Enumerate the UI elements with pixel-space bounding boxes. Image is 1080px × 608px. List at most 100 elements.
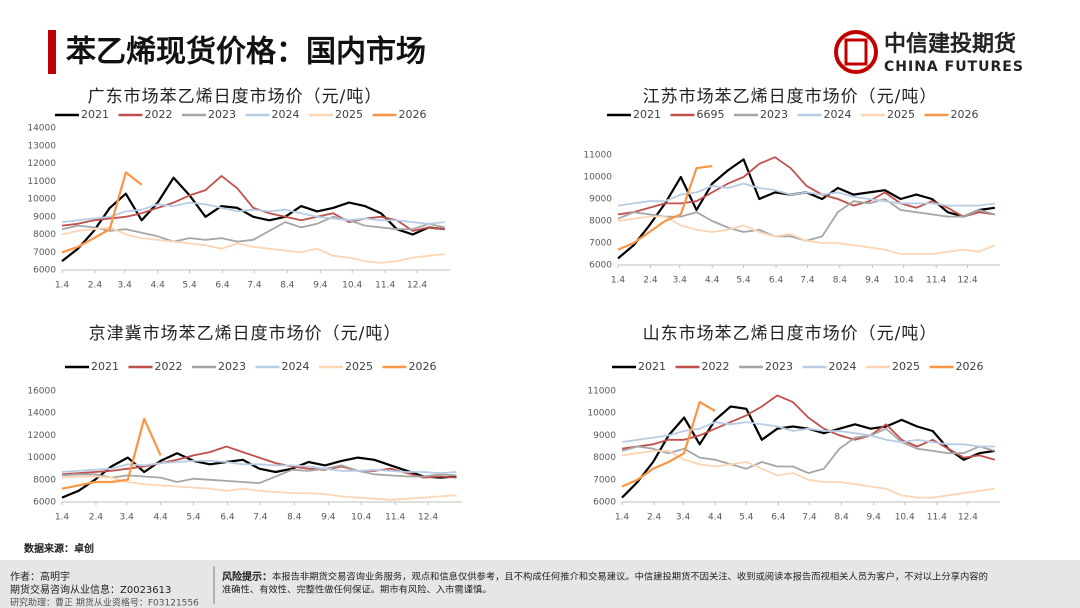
series-line [617, 182, 995, 207]
legend-label: 2021 [81, 108, 109, 121]
author: 作者：高明宇 [10, 570, 70, 583]
series-line [61, 464, 457, 484]
legend-label: 2023 [218, 360, 246, 373]
x-tick-label: 11.4 [927, 513, 947, 523]
x-tick-label: 12.4 [407, 281, 427, 291]
legend-label: 2025 [887, 108, 915, 121]
series-line [61, 171, 143, 254]
y-tick-label: 12000 [27, 431, 56, 441]
legend-label: 2023 [760, 108, 788, 121]
y-tick-label: 10000 [27, 195, 56, 205]
y-tick-label: 13000 [27, 141, 56, 151]
x-tick-label: 9.4 [866, 513, 881, 523]
chart-title: 京津冀市场苯乙烯日度市场价（元/吨） [89, 324, 402, 344]
series-line [61, 175, 445, 232]
chart: 京津冀市场苯乙烯日度市场价（元/吨） 6000 8000 10000 12000 1400… [27, 324, 462, 523]
x-tick-label: 9.4 [321, 513, 336, 523]
x-tick-label: 1.4 [55, 513, 70, 523]
series-line [617, 156, 995, 218]
x-tick-label: 12.4 [958, 513, 978, 523]
x-tick-label: 4.4 [705, 276, 720, 286]
chart-title: 广东市场苯乙烯日度市场价（元/吨） [88, 87, 383, 107]
x-tick-label: 7.4 [802, 513, 817, 523]
x-tick-label: 4.4 [708, 513, 723, 523]
y-tick-label: 10000 [587, 409, 616, 419]
risk-text: 本报告非期货交易咨询业务服务，观点和信息仅供参考，且不构成任何推介和交易建议。中… [272, 571, 988, 583]
y-tick-label: 8000 [33, 230, 56, 240]
risk-label: 风险提示： [222, 570, 272, 583]
series-line [617, 158, 995, 260]
x-tick-label: 3.4 [119, 513, 134, 523]
x-tick-label: 6.4 [769, 276, 784, 286]
x-tick-label: 6.4 [220, 513, 235, 523]
legend-label: 2025 [892, 360, 920, 373]
risk-text: 准确性、有效性、完整性做任何保证。期市有风险、入市需谨慎。 [222, 584, 492, 596]
x-tick-label: 8.4 [834, 513, 849, 523]
series-line [61, 226, 445, 264]
logo-mark-inner [844, 38, 868, 66]
x-tick-label: 6.4 [771, 513, 786, 523]
y-tick-label: 6000 [33, 266, 56, 276]
legend-label: 2022 [702, 360, 730, 373]
chart: 广东市场苯乙烯日度市场价（元/吨） 6000 7000 8000 9000 10000 11… [27, 87, 450, 291]
series-line [617, 164, 713, 251]
y-tick-label: 14000 [27, 409, 56, 419]
legend-label: 2026 [956, 360, 984, 373]
x-tick-label: 7.4 [800, 276, 815, 286]
y-tick-label: 12000 [27, 159, 56, 169]
x-tick-label: 8.4 [287, 513, 302, 523]
series-line [621, 427, 996, 474]
series-line [621, 401, 716, 488]
x-tick-label: 5.4 [186, 513, 201, 523]
x-tick-label: 2.4 [647, 513, 662, 523]
x-tick-label: 2.4 [88, 281, 103, 291]
y-tick-label: 7000 [589, 239, 612, 249]
series-line [621, 394, 996, 461]
title-accent [48, 30, 56, 74]
legend-label: 2023 [765, 360, 793, 373]
license: 期货交易咨询从业信息：Z0023613 [10, 583, 171, 596]
y-tick-label: 9000 [33, 212, 56, 222]
legend-label: 2026 [399, 108, 427, 121]
series-line [61, 460, 457, 474]
y-tick-label: 16000 [27, 387, 56, 397]
slide-title: 苯乙烯现货价格：国内市场 [66, 35, 426, 70]
chart: 山东市场苯乙烯日度市场价（元/吨） 6000 7000 8000 9000 10000 11… [587, 324, 1000, 523]
x-tick-label: 9.4 [313, 281, 328, 291]
y-tick-label: 11000 [587, 387, 616, 397]
y-tick-label: 8000 [593, 453, 616, 463]
legend-label: 2024 [829, 360, 857, 373]
x-tick-label: 5.4 [736, 276, 751, 286]
x-tick-label: 5.4 [182, 281, 197, 291]
legend-label: 2022 [155, 360, 183, 373]
series-line [61, 215, 445, 243]
y-tick-label: 10000 [583, 173, 612, 183]
logo: 中信建投期货 CHINA FUTURES [834, 30, 1023, 75]
series-line [61, 445, 457, 479]
y-tick-label: 8000 [33, 475, 56, 485]
x-tick-label: 3.4 [118, 281, 133, 291]
x-tick-label: 12.4 [418, 513, 438, 523]
x-tick-label: 3.4 [676, 513, 691, 523]
x-tick-label: 10.4 [894, 276, 914, 286]
source: 数据来源：卓创 [24, 542, 94, 555]
series-line [61, 452, 457, 499]
y-tick-label: 9000 [593, 431, 616, 441]
series-line [621, 450, 995, 499]
legend-label: 6695 [697, 108, 725, 121]
assistant: 研究助理：曹正 期货从业资格号：F03121556 [10, 597, 199, 608]
legend-label: 2025 [335, 108, 363, 121]
legend-label: 2026 [951, 108, 979, 121]
legend-label: 2024 [824, 108, 852, 121]
y-tick-label: 8000 [589, 217, 612, 227]
y-tick-label: 11000 [27, 177, 56, 187]
y-tick-label: 10000 [27, 453, 56, 463]
y-tick-label: 6000 [33, 498, 56, 508]
x-tick-label: 4.4 [151, 281, 166, 291]
footer-bg [0, 560, 1080, 608]
x-tick-label: 7.4 [253, 513, 268, 523]
x-tick-label: 6.4 [215, 281, 230, 291]
x-tick-label: 7.4 [247, 281, 262, 291]
legend-label: 2022 [145, 108, 173, 121]
